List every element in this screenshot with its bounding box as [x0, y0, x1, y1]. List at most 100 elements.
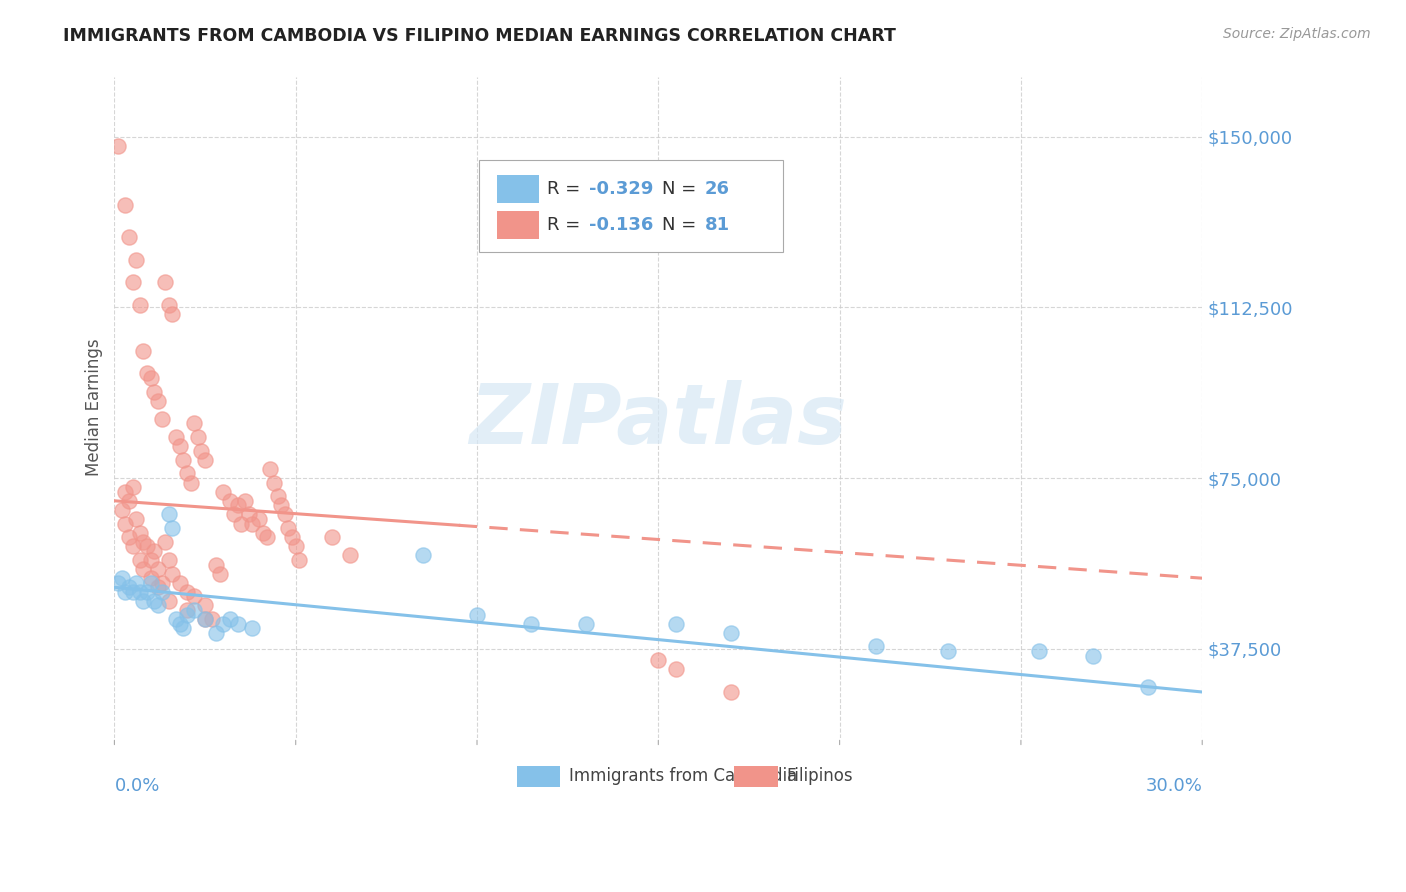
Point [212, 616, 235, 631]
Point [201, 612, 224, 626]
Text: N =: N = [662, 216, 702, 234]
Point [208, 566, 231, 581]
Point [339, 549, 361, 563]
Point [176, 603, 198, 617]
Point [153, 534, 176, 549]
Point [938, 644, 960, 658]
Point [720, 625, 742, 640]
Point [1136, 681, 1159, 695]
Point [190, 443, 212, 458]
FancyBboxPatch shape [498, 175, 538, 202]
Point [128, 525, 150, 540]
Point [205, 558, 228, 572]
Point [121, 275, 143, 289]
Point [121, 539, 143, 553]
Point [665, 662, 688, 676]
Point [284, 539, 307, 553]
Point [162, 307, 184, 321]
Point [132, 594, 155, 608]
Point [277, 521, 299, 535]
Point [118, 580, 141, 594]
Point [194, 612, 217, 626]
Point [180, 475, 202, 490]
Point [139, 571, 162, 585]
Point [128, 553, 150, 567]
Point [136, 539, 159, 553]
Point [231, 516, 253, 531]
Point [132, 562, 155, 576]
Point [169, 616, 191, 631]
Point [157, 553, 180, 567]
Point [647, 653, 669, 667]
Text: 26: 26 [704, 180, 730, 198]
Point [169, 575, 191, 590]
Point [240, 516, 263, 531]
Text: 81: 81 [704, 216, 730, 234]
Text: Filipinos: Filipinos [787, 767, 853, 786]
Point [183, 417, 205, 431]
Point [465, 607, 488, 622]
Point [266, 489, 288, 503]
Point [665, 616, 688, 631]
Point [194, 612, 217, 626]
Point [172, 452, 194, 467]
Point [172, 621, 194, 635]
Point [121, 584, 143, 599]
Point [263, 475, 285, 490]
Point [176, 467, 198, 481]
Text: IMMIGRANTS FROM CAMBODIA VS FILIPINO MEDIAN EARNINGS CORRELATION CHART: IMMIGRANTS FROM CAMBODIA VS FILIPINO MED… [63, 27, 896, 45]
Point [187, 430, 209, 444]
Point [107, 575, 129, 590]
FancyBboxPatch shape [734, 766, 778, 787]
Text: Immigrants from Cambodia: Immigrants from Cambodia [569, 767, 797, 786]
Point [575, 616, 598, 631]
Point [157, 594, 180, 608]
Point [256, 530, 278, 544]
Text: 0.0%: 0.0% [114, 777, 160, 795]
Point [150, 575, 173, 590]
Point [183, 590, 205, 604]
Point [136, 367, 159, 381]
Point [143, 384, 166, 399]
Point [146, 580, 169, 594]
Point [143, 594, 166, 608]
Text: Source: ZipAtlas.com: Source: ZipAtlas.com [1223, 27, 1371, 41]
Point [139, 553, 162, 567]
Point [139, 575, 162, 590]
Point [412, 549, 434, 563]
Point [169, 439, 191, 453]
Point [194, 599, 217, 613]
Point [520, 616, 543, 631]
Text: -0.329: -0.329 [589, 180, 652, 198]
Point [143, 544, 166, 558]
Point [128, 584, 150, 599]
Point [125, 252, 148, 267]
Point [118, 493, 141, 508]
Point [162, 566, 184, 581]
Point [118, 530, 141, 544]
Point [219, 493, 242, 508]
Point [226, 499, 249, 513]
Point [132, 534, 155, 549]
Point [865, 640, 887, 654]
Point [226, 616, 249, 631]
Point [150, 584, 173, 599]
Point [321, 530, 343, 544]
Point [259, 462, 281, 476]
Text: -0.136: -0.136 [589, 216, 652, 234]
Point [157, 298, 180, 312]
Point [165, 430, 187, 444]
FancyBboxPatch shape [479, 160, 783, 252]
Point [146, 599, 169, 613]
Text: 30.0%: 30.0% [1146, 777, 1202, 795]
Point [121, 480, 143, 494]
Point [162, 521, 184, 535]
Point [249, 512, 271, 526]
Point [150, 412, 173, 426]
Point [139, 371, 162, 385]
FancyBboxPatch shape [498, 211, 538, 239]
Point [281, 530, 304, 544]
Point [1028, 644, 1050, 658]
Point [194, 452, 217, 467]
Point [165, 612, 187, 626]
